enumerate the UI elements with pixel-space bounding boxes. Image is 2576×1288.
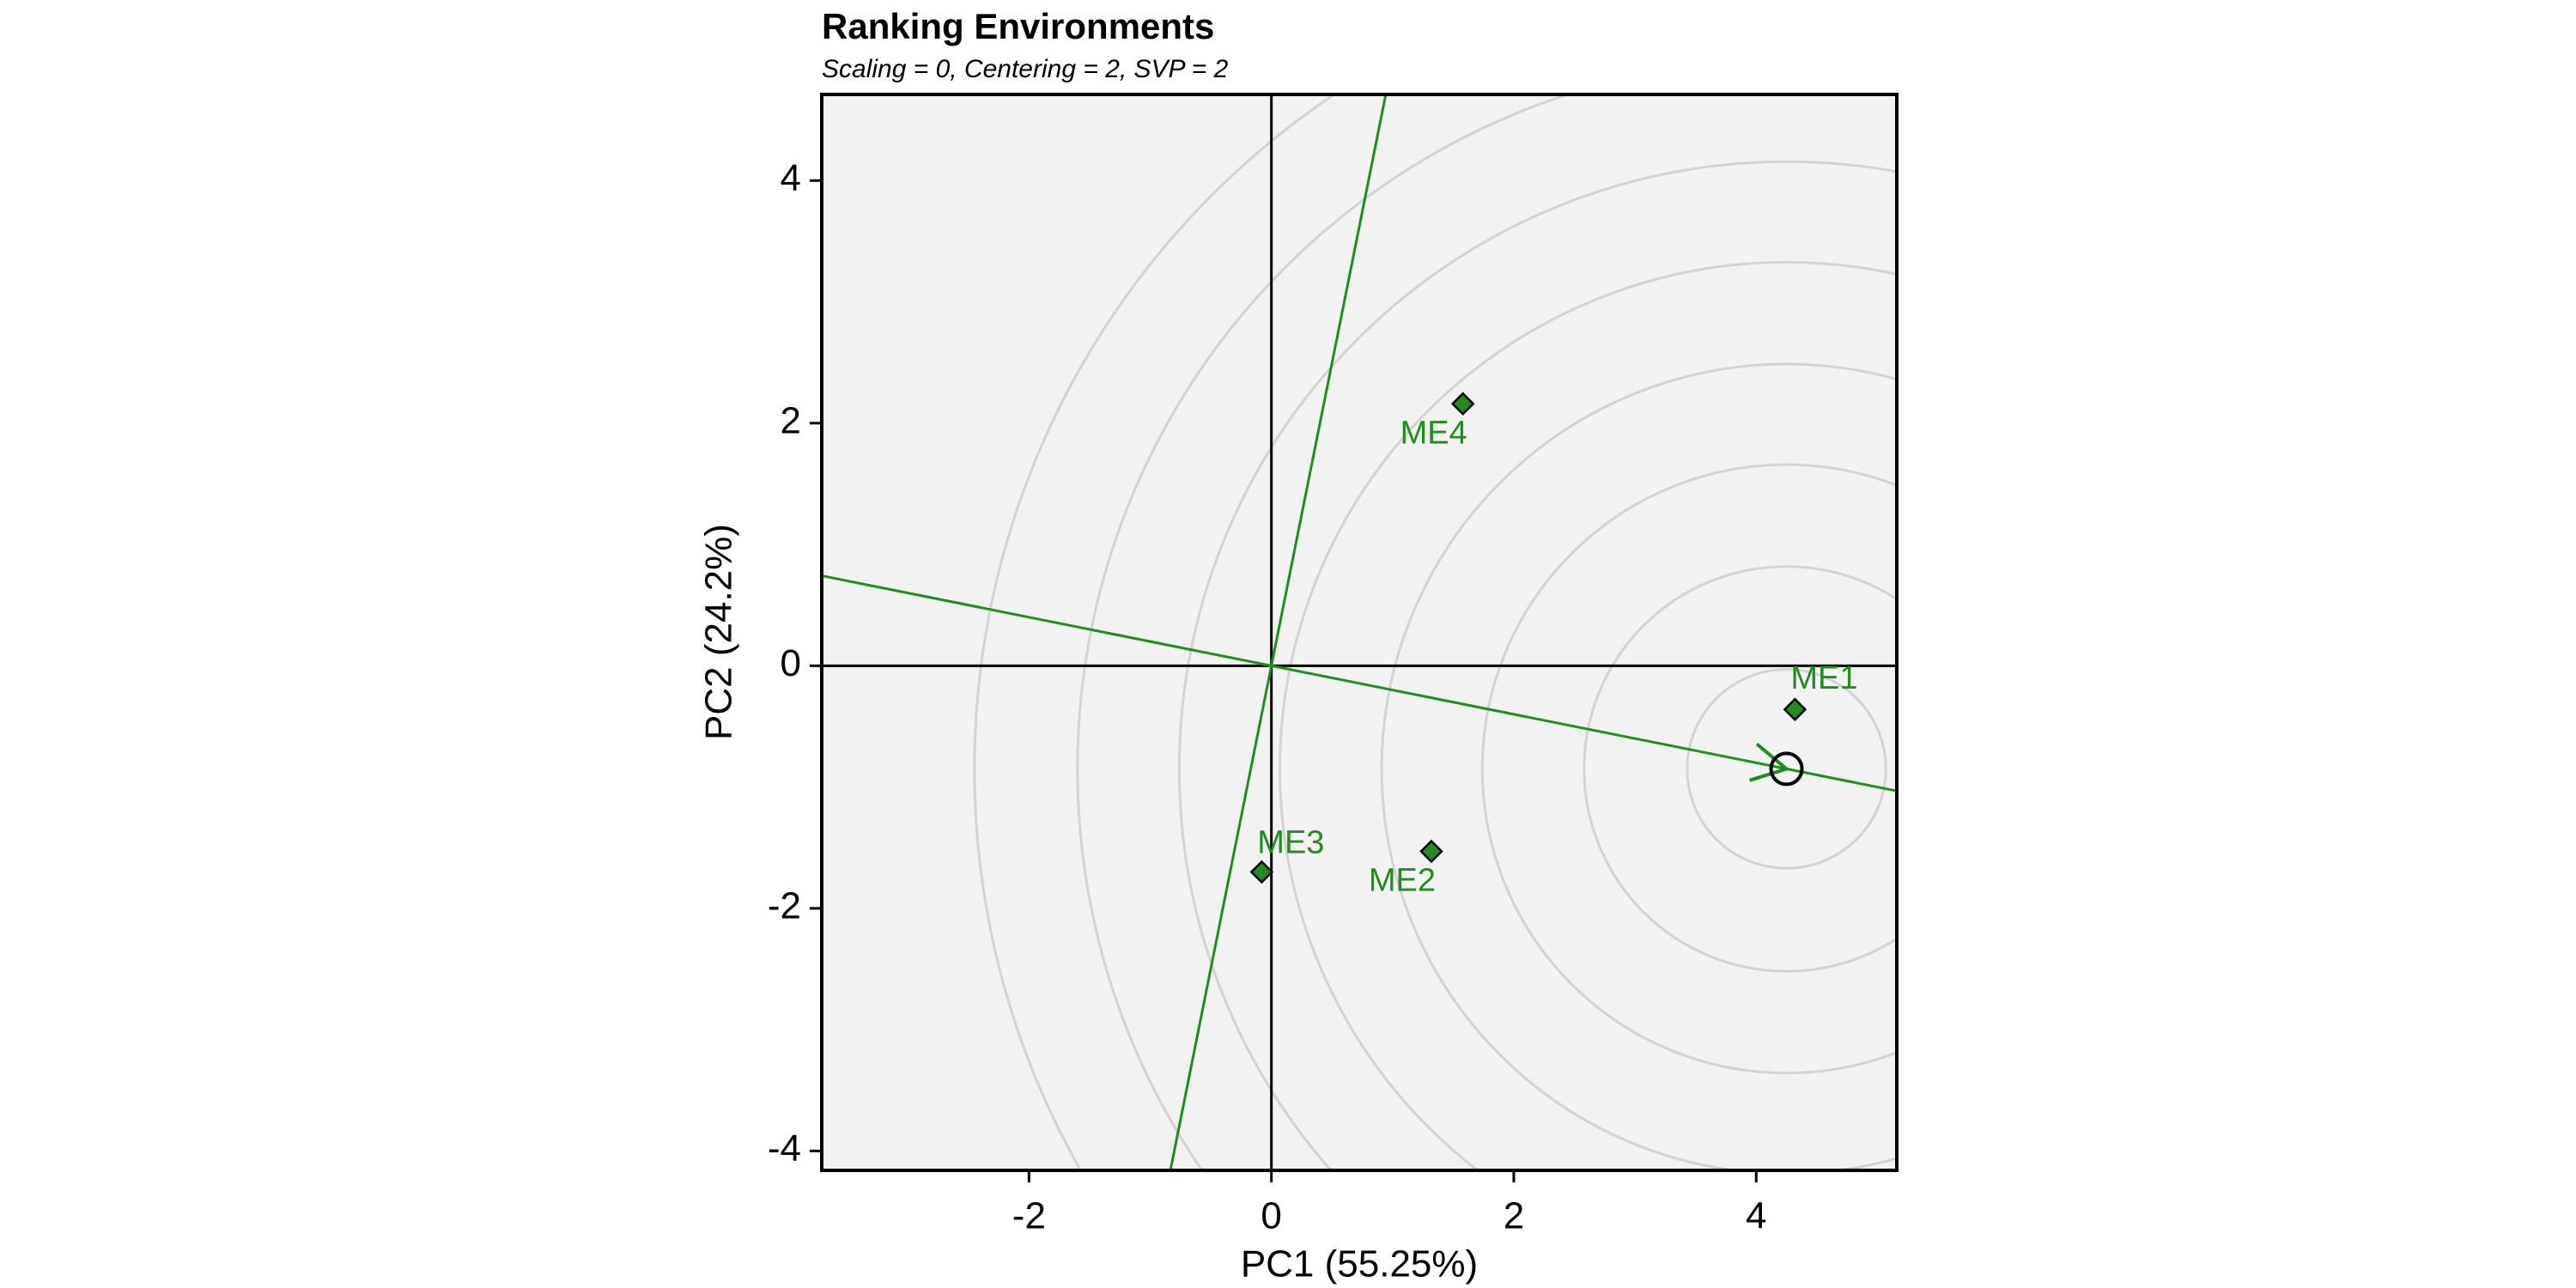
aea-perpendicular — [1169, 94, 1388, 1170]
chart-title: Ranking Environments — [822, 6, 1214, 46]
concentric-circle — [1076, 94, 1573, 1170]
x-axis-label: PC1 (55.25%) — [1241, 1243, 1478, 1285]
plot-background — [822, 94, 1897, 1170]
point — [1249, 860, 1274, 884]
average-environment — [1769, 751, 1804, 787]
concentric-circle — [1480, 463, 1897, 1075]
point-label: ME2 — [1369, 863, 1436, 899]
x-tick-label: 2 — [1504, 1195, 1524, 1237]
point-label: ME1 — [1790, 660, 1857, 696]
concentric-circle — [1279, 261, 1897, 1170]
y-tick-label: -2 — [768, 884, 801, 927]
y-axis-label: PC2 (24.2%) — [698, 524, 740, 740]
point — [1450, 392, 1475, 416]
point-label: ME3 — [1257, 825, 1324, 861]
point-label: ME4 — [1400, 415, 1467, 451]
x-tick-label: 4 — [1746, 1195, 1766, 1237]
point — [1419, 839, 1443, 864]
y-tick-label: 0 — [781, 642, 801, 684]
concentric-circle — [1178, 160, 1897, 1170]
concentric-circle — [973, 94, 1338, 1170]
chart-subtitle: Scaling = 0, Centering = 2, SVP = 2 — [822, 55, 1229, 83]
y-tick-label: 4 — [781, 157, 801, 199]
concentric-circle — [1686, 668, 1887, 870]
plot-frame — [820, 93, 1899, 1172]
y-tick-label: 2 — [781, 399, 801, 441]
concentric-circle — [1380, 362, 1897, 1170]
x-tick-label: -2 — [1012, 1195, 1046, 1237]
concentric-circle — [1583, 565, 1897, 973]
y-tick-label: -4 — [768, 1127, 801, 1170]
x-tick-label: 0 — [1261, 1195, 1281, 1237]
point — [1783, 697, 1807, 721]
aea-arrowhead — [1749, 742, 1790, 782]
